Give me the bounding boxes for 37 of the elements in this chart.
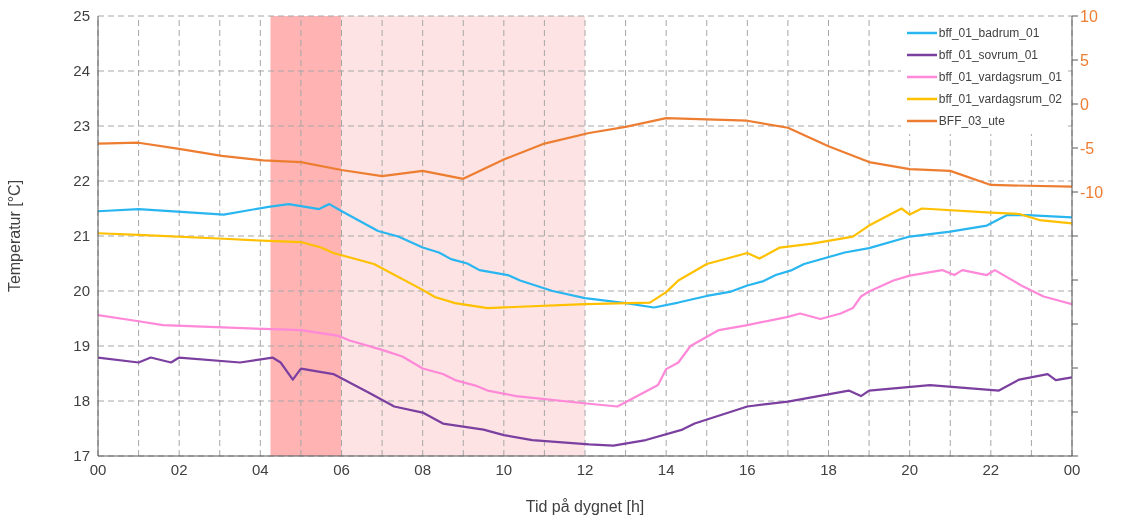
x-tick-label: 10 xyxy=(495,460,513,478)
x-axis-title: Tid på dygnet [h] xyxy=(525,498,645,515)
x-tick-label: 22 xyxy=(982,460,1000,478)
legend-label: bff_01_vardagsrum_02 xyxy=(938,92,1062,106)
line-series xyxy=(98,116,1072,188)
legend-label: bff_01_vardagsrum_01 xyxy=(938,70,1062,84)
x-tick-label: 00 xyxy=(1063,460,1081,478)
line-series xyxy=(98,269,1072,408)
y2-tick-label: 5 xyxy=(1080,51,1089,69)
x-tick-label: 20 xyxy=(901,460,919,478)
x-tick-label: 18 xyxy=(820,460,837,478)
x-tick-label: 04 xyxy=(251,460,269,478)
y-tick-label: 21 xyxy=(73,227,90,245)
y-tick-label: 22 xyxy=(73,172,90,190)
x-tick-label: 08 xyxy=(414,460,432,478)
y2-tick-label: 0 xyxy=(1080,95,1089,113)
y-tick-label: 19 xyxy=(73,337,90,355)
y-tick-label: 17 xyxy=(73,447,90,465)
x-tick-label: 14 xyxy=(657,460,675,478)
y-tick-label: 24 xyxy=(73,62,90,80)
line-series xyxy=(98,356,1072,447)
y2-tick-label: -5 xyxy=(1080,139,1095,157)
y-tick-label: 25 xyxy=(73,7,90,25)
legend-label: bff_01_badrum_01 xyxy=(938,26,1040,40)
legend-label: bff_01_sovrum_01 xyxy=(938,48,1038,62)
x-tick-label: 02 xyxy=(170,460,188,478)
y-tick-label: 23 xyxy=(73,117,90,135)
y2-tick-label: -10 xyxy=(1080,183,1104,201)
x-tick-label: 06 xyxy=(333,460,350,478)
y-axis-title: Temperatur [°C] xyxy=(5,179,23,293)
y-tick-label: 18 xyxy=(73,392,90,410)
x-tick-label: 16 xyxy=(738,460,756,478)
x-tick-label: 00 xyxy=(89,460,107,478)
y-tick-label: 20 xyxy=(73,282,90,300)
legend-label: BFF_03_ute xyxy=(938,114,1005,128)
x-tick-label: 12 xyxy=(576,460,594,478)
y2-tick-label: 10 xyxy=(1080,7,1098,25)
